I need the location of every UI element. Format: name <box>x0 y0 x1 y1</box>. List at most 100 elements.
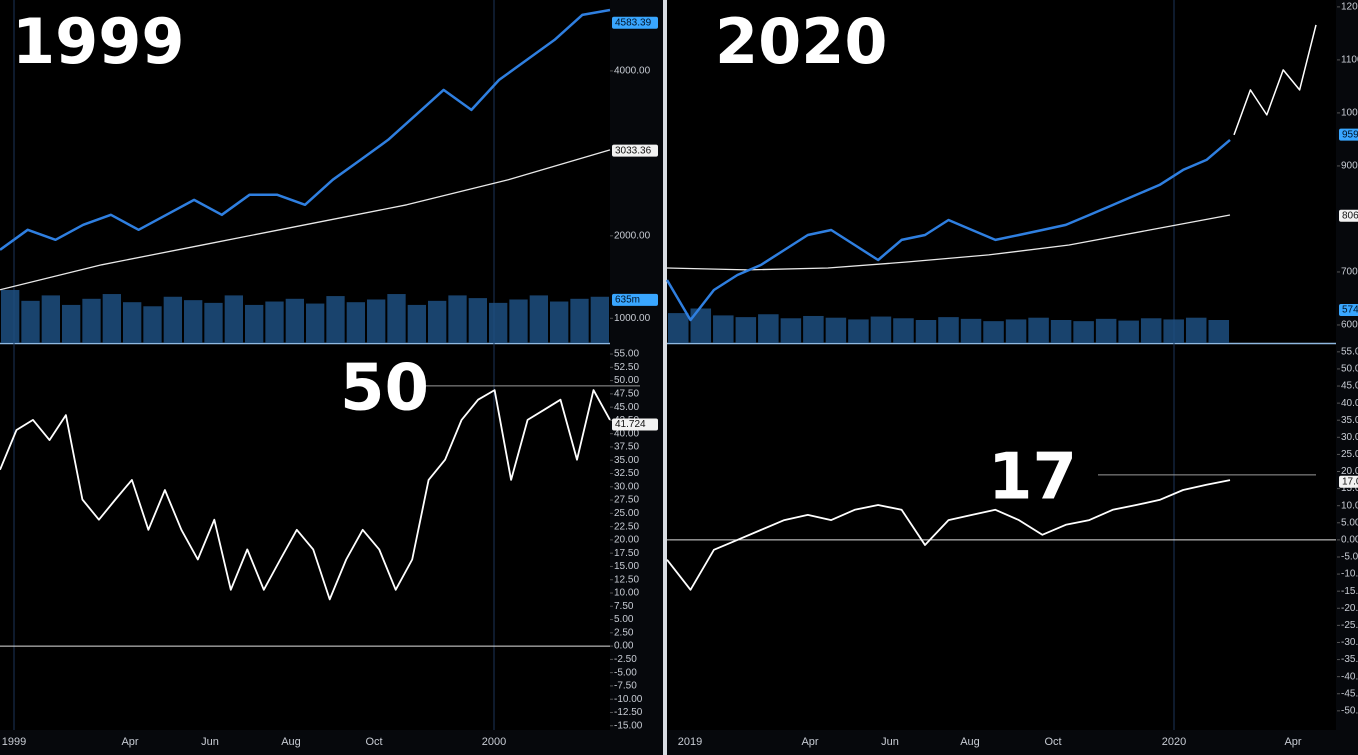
y-tick-label: 12.50 <box>614 574 639 585</box>
y-tick-label: -15.00 <box>614 720 643 731</box>
left-time-axis <box>0 730 663 755</box>
volume-bar <box>326 296 345 343</box>
price-tag <box>612 293 658 306</box>
price-tag-label: 635m <box>615 294 640 305</box>
volume-bar <box>204 302 223 343</box>
volume-bar <box>367 299 386 343</box>
volume-bar <box>62 304 81 343</box>
price-tag-label: 4583.39 <box>615 17 652 28</box>
volume-bar <box>143 306 162 343</box>
x-tick-label: Jun <box>201 736 219 748</box>
volume-bar <box>448 295 467 343</box>
projection-line <box>1233 24 1317 136</box>
y-tick-label: 55.00 <box>1341 346 1358 357</box>
x-tick-label: Oct <box>365 736 382 748</box>
volume-bar <box>1 289 20 343</box>
oscillator-line <box>666 479 1231 591</box>
volume-bar <box>1118 320 1139 343</box>
volume-bar <box>1208 320 1229 343</box>
volume-bar <box>735 317 757 343</box>
y-tick-label: 1000.00 <box>614 313 651 324</box>
price-line <box>0 8 611 251</box>
price-tag-label: 41.724 <box>615 419 646 430</box>
y-tick-label: -5.00 <box>1341 552 1358 563</box>
y-tick-label: -35.00 <box>1341 654 1358 665</box>
y-tick-label: 700 <box>1341 267 1358 278</box>
y-tick-label: 47.50 <box>614 388 639 399</box>
x-tick-label: Apr <box>121 736 138 748</box>
volume-bar <box>529 295 548 343</box>
panel-title: 1999 <box>12 5 185 78</box>
oscillator-line <box>0 389 611 601</box>
volume-bar <box>668 313 689 343</box>
y-tick-label: -25.00 <box>1341 620 1358 631</box>
y-tick-label: 10.00 <box>1341 500 1358 511</box>
y-tick-label: -7.50 <box>614 681 637 692</box>
y-tick-label: 2000.00 <box>614 230 651 241</box>
y-tick-label: 20.00 <box>614 535 639 546</box>
y-tick-label: 600 <box>1341 320 1358 331</box>
volume-bar <box>690 308 712 343</box>
volume-bar <box>870 316 892 343</box>
x-tick-label: Aug <box>960 736 980 748</box>
y-tick-label: 15.00 <box>614 561 639 572</box>
volume-bar <box>184 300 203 343</box>
y-tick-label: 27.50 <box>614 495 639 506</box>
price-tag-label: 3033.36 <box>615 145 652 156</box>
volume-bar <box>1028 317 1049 343</box>
y-tick-label: 15.00 <box>1341 483 1358 494</box>
x-tick-label: 2000 <box>482 736 506 748</box>
y-tick-label: 25.00 <box>1341 449 1358 460</box>
y-tick-label: 17.50 <box>614 548 639 559</box>
moving-average <box>666 214 1231 271</box>
y-tick-label: 25.00 <box>614 508 639 519</box>
volume-bar <box>983 321 1004 343</box>
left-axis-area <box>610 0 663 755</box>
y-tick-label: -30.00 <box>1341 637 1358 648</box>
y-tick-label: 20.00 <box>1341 466 1358 477</box>
volume-bar <box>848 319 869 343</box>
price-tag <box>1339 128 1358 141</box>
x-tick-label: Oct <box>1044 736 1061 748</box>
moving-average <box>0 149 611 291</box>
y-tick-label: 5.00 <box>614 614 634 625</box>
volume-bar <box>285 298 304 343</box>
volume-bar <box>387 294 406 343</box>
volume-bar <box>570 298 589 343</box>
volume-bar <box>123 302 142 343</box>
price-tag-label: 17.0 <box>1342 476 1358 487</box>
y-tick-label: 4000.00 <box>614 66 651 77</box>
volume-bar <box>1005 319 1027 343</box>
y-tick-label: 7.50 <box>614 601 634 612</box>
volume-bar <box>550 301 569 343</box>
y-tick-label: -2.50 <box>614 654 637 665</box>
volume-bar <box>468 298 487 343</box>
volume-bar <box>489 302 508 343</box>
annotation: 17 <box>988 441 1077 515</box>
y-tick-label: -15.00 <box>1341 586 1358 597</box>
volume-bar <box>1095 318 1117 343</box>
volume-bar <box>713 315 734 343</box>
y-tick-label: 900 <box>1341 161 1358 172</box>
y-tick-label: 37.50 <box>614 442 639 453</box>
y-tick-label: 52.50 <box>614 362 639 373</box>
x-tick-label: Apr <box>1284 736 1301 748</box>
y-tick-label: 45.00 <box>614 402 639 413</box>
price-tag-label: 574 <box>1342 305 1358 316</box>
x-tick-label: 1999 <box>2 736 26 748</box>
y-tick-label: -50.00 <box>1341 705 1358 716</box>
volume-bar <box>1163 319 1184 343</box>
volume-bar <box>346 302 365 343</box>
y-tick-label: 10.00 <box>614 588 639 599</box>
volume-bar <box>780 318 802 343</box>
y-tick-label: -12.50 <box>614 707 643 718</box>
volume-bar <box>590 296 609 343</box>
x-tick-label: 2020 <box>1162 736 1186 748</box>
volume-bar <box>407 304 426 343</box>
y-tick-label: 40.00 <box>1341 398 1358 409</box>
volume-bar <box>893 318 914 343</box>
price-tag <box>612 144 658 157</box>
volume-bar <box>1185 317 1207 343</box>
